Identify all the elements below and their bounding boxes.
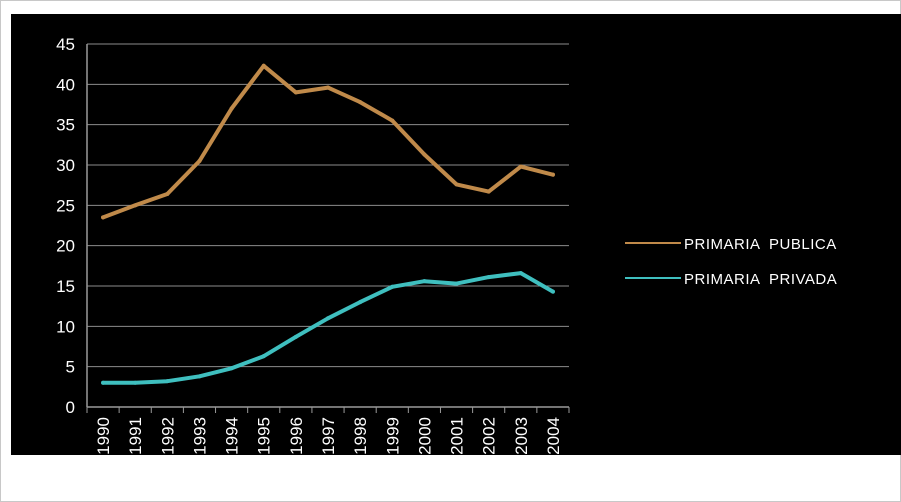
- x-tick-label: 1994: [223, 417, 242, 455]
- legend-label: PRIMARIA PRIVADA: [684, 271, 837, 288]
- data-point: [358, 300, 363, 305]
- data-point: [293, 90, 298, 95]
- x-tick-label: 2003: [512, 417, 531, 455]
- y-tick-label: 0: [66, 398, 75, 417]
- data-point: [550, 289, 555, 294]
- data-point: [390, 284, 395, 289]
- x-tick-label: 2002: [480, 417, 499, 455]
- x-tick-label: 1999: [383, 417, 402, 455]
- y-tick-label: 10: [56, 317, 75, 336]
- data-point: [101, 380, 106, 385]
- data-point: [101, 215, 106, 220]
- data-point: [454, 281, 459, 286]
- x-tick-label: 2004: [544, 417, 563, 455]
- data-point: [326, 316, 330, 321]
- data-point: [422, 279, 427, 284]
- x-tick-label: 1993: [190, 417, 209, 455]
- gridlines: [87, 43, 569, 368]
- x-tick-label: 2001: [448, 417, 467, 455]
- y-tick-label: 45: [56, 35, 75, 54]
- data-point: [422, 152, 427, 157]
- data-point: [518, 164, 523, 169]
- x-tick-label: 2000: [415, 417, 434, 455]
- data-point: [261, 354, 266, 359]
- data-point: [165, 192, 170, 197]
- y-tick-label: 30: [56, 156, 75, 175]
- bottom-blank-area: [11, 455, 567, 501]
- series-lines: [101, 63, 555, 385]
- x-tick-label: 1991: [126, 417, 145, 455]
- data-point: [165, 379, 170, 384]
- data-point: [358, 100, 363, 105]
- data-point: [133, 380, 138, 385]
- data-point: [293, 334, 298, 339]
- x-tick-label: 1998: [351, 417, 370, 455]
- line-chart: 0 5 10 15 20 25 30 35 40 45 1990 1991 1992 1993 1994 1…: [11, 14, 901, 455]
- data-point: [326, 85, 330, 90]
- y-tick-labels: 0 5 10 15 20 25 30 35 40 45: [56, 35, 75, 417]
- y-tick-label: 25: [56, 196, 75, 215]
- data-point: [454, 182, 459, 187]
- data-point: [229, 106, 234, 111]
- x-tick-label: 1997: [319, 417, 338, 455]
- data-point: [390, 118, 395, 123]
- y-tick-label: 40: [56, 75, 75, 94]
- y-tick-label: 5: [66, 358, 75, 377]
- data-point: [197, 374, 202, 379]
- data-point: [133, 203, 138, 208]
- data-point: [486, 189, 491, 194]
- x-tick-label: 1996: [287, 417, 306, 455]
- x-tick-label: 1990: [94, 417, 113, 455]
- data-point: [229, 366, 234, 371]
- y-tick-label: 15: [56, 277, 75, 296]
- legend: PRIMARIA PUBLICA PRIMARIA PRIVADA: [625, 236, 837, 288]
- legend-label: PRIMARIA PUBLICA: [684, 236, 837, 253]
- x-tick-labels: 1990 1991 1992 1993 1994 1995 1996 1997 1998 1999…: [94, 417, 563, 455]
- data-point: [486, 275, 491, 280]
- x-tick-label: 1992: [158, 417, 177, 455]
- y-tick-label: 20: [56, 237, 75, 256]
- data-point: [261, 63, 266, 68]
- y-tick-label: 35: [56, 116, 75, 135]
- data-point: [550, 172, 555, 177]
- data-point: [197, 158, 202, 163]
- x-tick-label: 1995: [255, 417, 274, 455]
- data-point: [518, 271, 523, 276]
- axes: [86, 44, 570, 413]
